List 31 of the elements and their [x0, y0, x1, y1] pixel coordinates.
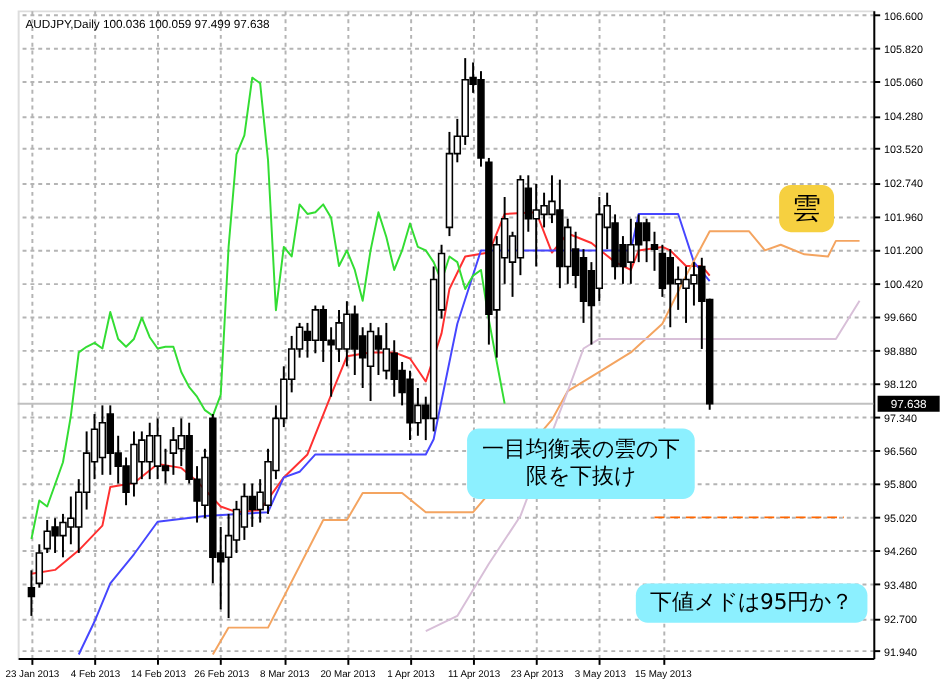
- candlestick: [153, 417, 162, 481]
- line-series: [211, 230, 861, 656]
- candlestick: [240, 482, 249, 541]
- candlestick: [406, 369, 414, 442]
- candlestick: [98, 404, 107, 476]
- candlestick: [532, 183, 540, 268]
- line-series: [77, 212, 711, 656]
- candlestick: [627, 217, 635, 285]
- candlestick: [106, 404, 115, 476]
- candlestick: [224, 512, 233, 620]
- candlestick: [682, 265, 690, 324]
- candlestick: [666, 248, 674, 329]
- candlestick: [414, 387, 422, 437]
- candlestick: [311, 304, 320, 355]
- candlestick: [366, 321, 375, 403]
- line-series: [424, 299, 861, 633]
- candlestick: [145, 421, 154, 481]
- candlestick: [564, 217, 572, 285]
- candlestick: [343, 300, 351, 368]
- candlestick: [169, 426, 178, 476]
- annotation: 一目均衡表の雲の下限を下抜け: [481, 435, 680, 490]
- candlestick: [374, 326, 383, 376]
- candlestick: [51, 517, 59, 554]
- candlestick: [642, 217, 651, 264]
- annotation: 雲: [791, 192, 822, 227]
- candlestick: [130, 430, 138, 498]
- line-series: [30, 211, 711, 575]
- line-series: [30, 76, 506, 541]
- annotation: 下値メドは95円か？: [649, 588, 854, 615]
- candlestick: [674, 265, 682, 311]
- candlestick: [248, 482, 256, 528]
